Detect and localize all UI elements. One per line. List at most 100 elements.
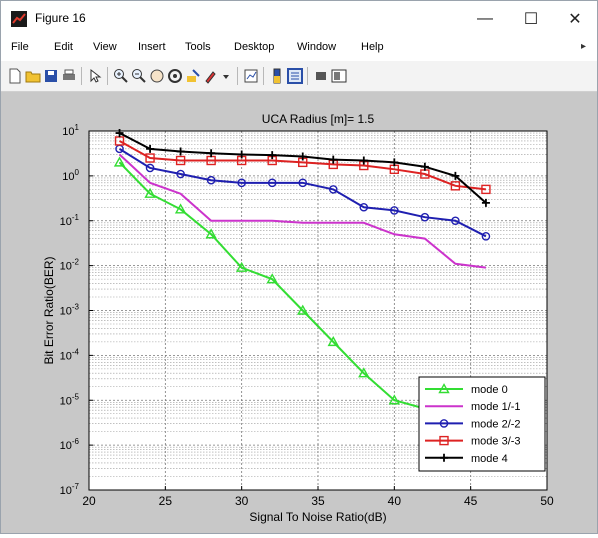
figure-canvas: 20 25 30 35 40 45 50 101 100 10-1 10-2 10-3 10-4 10-5… xyxy=(1,92,597,533)
x-tick-label: 30 xyxy=(235,494,249,508)
series-4-point xyxy=(207,149,216,158)
y-tick-label: 10-1 xyxy=(60,213,80,228)
series-4-point xyxy=(176,147,185,156)
legend-label-1: mode 1/-1 xyxy=(471,401,521,413)
legend-label-0: mode 0 xyxy=(471,384,508,396)
y-tick-label: 10-7 xyxy=(60,482,80,497)
series-0-point xyxy=(297,304,309,315)
menu-file[interactable]: File xyxy=(11,41,29,53)
menu-tools[interactable]: Tools xyxy=(185,41,211,53)
toolbar-separator xyxy=(237,67,238,85)
legend-label-3: mode 3/-3 xyxy=(471,436,521,448)
close-button[interactable]: ✕ xyxy=(568,11,582,28)
y-tick-label: 10-3 xyxy=(60,303,80,318)
print-icon[interactable] xyxy=(61,68,77,84)
maximize-button[interactable]: ☐ xyxy=(523,11,539,28)
series-line-1 xyxy=(118,153,487,269)
series-2-point xyxy=(390,206,399,215)
legend-marker-4 xyxy=(440,453,448,462)
series-0-point xyxy=(113,156,126,167)
series-0-point xyxy=(388,394,401,405)
series-2-point xyxy=(420,212,430,222)
series-4-point xyxy=(268,151,277,160)
x-tick-label: 25 xyxy=(159,494,173,508)
series-3-point xyxy=(450,181,461,191)
series-4-point xyxy=(420,162,429,171)
show-plot-tools-icon[interactable] xyxy=(331,68,347,84)
series-2-point xyxy=(451,216,460,226)
series-0-point xyxy=(327,335,339,347)
series-2-point xyxy=(176,169,185,179)
menu-view[interactable]: View xyxy=(93,41,117,53)
series-4-point xyxy=(237,150,246,159)
menu-overflow-icon[interactable]: ▸ xyxy=(581,41,587,52)
brush-dropdown-icon[interactable] xyxy=(219,68,235,84)
window-title: Figure 16 xyxy=(35,11,86,25)
open-file-icon[interactable] xyxy=(25,68,41,84)
menu-bar: File Edit View Insert Tools Desktop Wind… xyxy=(1,37,597,61)
zoom-in-icon[interactable] xyxy=(113,68,129,84)
series-2-point xyxy=(298,178,308,188)
hide-plot-tools-icon[interactable] xyxy=(313,68,329,84)
y-axis-label: Bit Error Ratio(BER) xyxy=(42,256,56,364)
series-0-point xyxy=(266,273,278,284)
series-0-point xyxy=(144,187,156,198)
series-2-point xyxy=(359,202,369,212)
series-4-point xyxy=(359,156,368,165)
new-figure-icon[interactable] xyxy=(7,68,23,84)
save-icon[interactable] xyxy=(43,68,59,84)
series-4-point xyxy=(451,171,460,180)
colorbar-icon[interactable] xyxy=(269,68,285,84)
x-tick-label: 35 xyxy=(311,494,325,508)
legend-label-2: mode 2/-2 xyxy=(471,418,521,430)
y-tick-label: 10-5 xyxy=(60,392,80,407)
x-tick-label: 50 xyxy=(540,494,554,508)
series-4-point xyxy=(390,158,399,167)
series-4-point xyxy=(146,144,155,153)
y-tick-label: 100 xyxy=(62,168,79,183)
legend-icon[interactable] xyxy=(287,68,303,84)
rotate-3d-icon[interactable] xyxy=(167,68,183,84)
series-3-point xyxy=(481,184,491,195)
toolbar-separator xyxy=(81,67,82,85)
series-4-point xyxy=(481,198,490,207)
menu-desktop[interactable]: Desktop xyxy=(234,41,275,53)
y-tick-label: 101 xyxy=(62,123,79,138)
menu-edit[interactable]: Edit xyxy=(54,41,73,53)
series-line-3 xyxy=(119,140,487,191)
legend-marker-3 xyxy=(439,435,449,446)
series-4-point xyxy=(329,155,338,164)
series-0-point xyxy=(205,228,217,239)
toolbar-separator xyxy=(263,67,264,85)
menu-window[interactable]: Window xyxy=(297,41,337,53)
zoom-out-icon[interactable] xyxy=(131,68,147,84)
series-3-point xyxy=(145,153,155,163)
menu-help[interactable]: Help xyxy=(361,41,384,53)
y-tick-label: 10-4 xyxy=(60,347,80,362)
minimize-button[interactable]: — xyxy=(477,10,493,27)
x-tick-label: 40 xyxy=(388,494,402,508)
pointer-icon[interactable] xyxy=(87,68,103,84)
link-plot-icon[interactable] xyxy=(243,68,259,84)
brush-icon[interactable] xyxy=(203,68,219,84)
series-4-point xyxy=(298,152,307,161)
x-tick-label: 45 xyxy=(464,494,478,508)
y-tick-label: 10-2 xyxy=(60,258,80,273)
series-2-point xyxy=(145,163,155,173)
series-0-point xyxy=(174,203,187,214)
legend-marker-0 xyxy=(438,383,450,394)
pan-icon[interactable] xyxy=(149,68,165,84)
series-3-point xyxy=(175,155,186,166)
toolbar-separator xyxy=(307,67,308,85)
ber-chart[interactable]: 20 25 30 35 40 45 50 101 100 10-1 10-2 10-3 10-4 10-5… xyxy=(1,92,597,533)
chart-title: UCA Radius [m]= 1.5 xyxy=(262,112,375,126)
legend-label-4: mode 4 xyxy=(471,453,508,465)
series-2-point xyxy=(267,178,277,188)
data-cursor-icon[interactable] xyxy=(185,68,201,84)
menu-insert[interactable]: Insert xyxy=(138,41,166,53)
series-0-point xyxy=(235,261,248,272)
series-line-2 xyxy=(119,148,487,238)
series-2-point xyxy=(206,175,216,185)
x-tick-label: 20 xyxy=(82,494,96,508)
